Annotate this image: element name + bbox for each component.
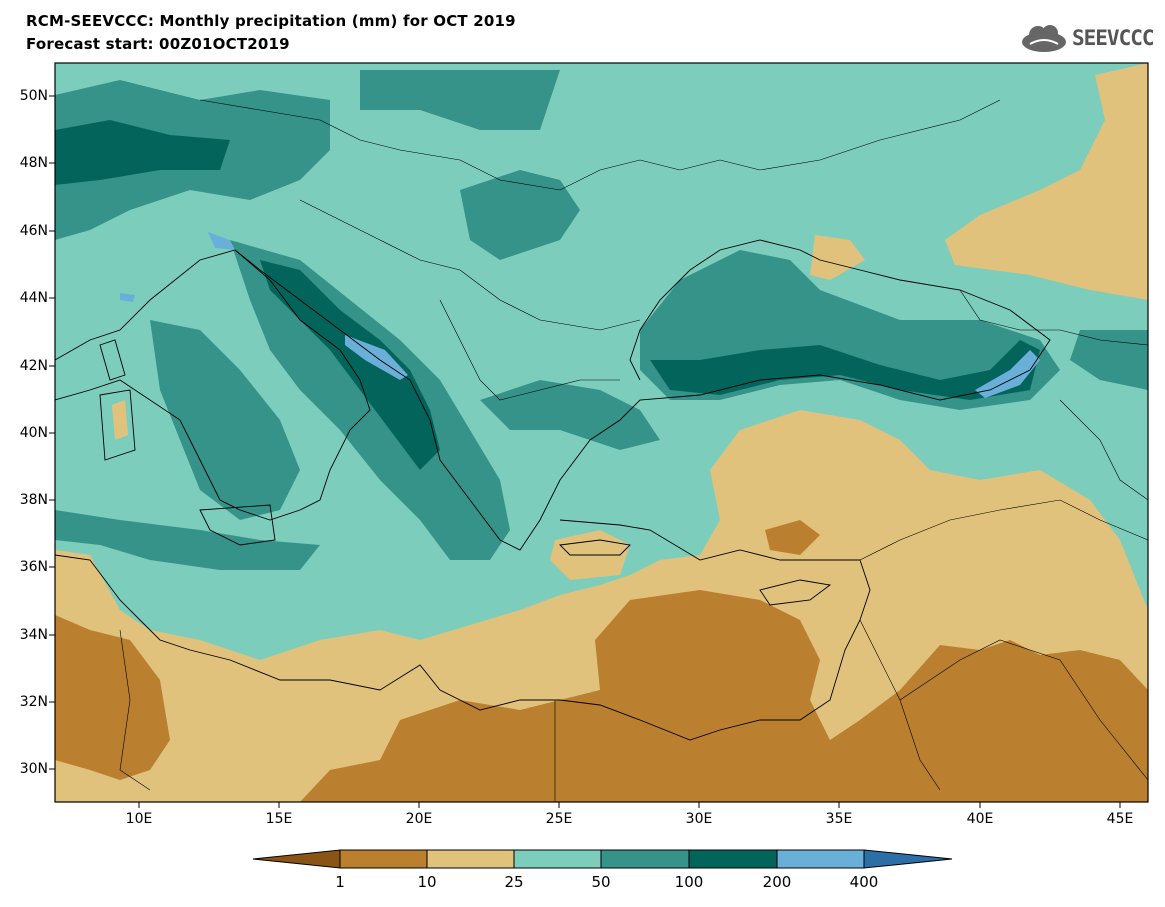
wet-carpathians — [460, 170, 580, 260]
lat-label: 36N — [19, 559, 48, 575]
colorbar-label: 1 — [335, 873, 345, 891]
lat-label: 42N — [19, 358, 48, 374]
lon-label: 45E — [1106, 811, 1134, 827]
lon-label: 40E — [966, 811, 994, 827]
colorbar-label: 25 — [504, 873, 524, 891]
lat-label: 38N — [19, 492, 48, 508]
lon-label: 35E — [825, 811, 853, 827]
colorbar-label: 10 — [417, 873, 437, 891]
very-dry-sahara — [300, 590, 1148, 802]
dry-sardinia — [112, 400, 128, 440]
dry-crimea — [810, 235, 865, 280]
very-wet-black-sea-south — [650, 340, 1040, 400]
lat-label: 30N — [19, 761, 48, 777]
wet-italy — [150, 320, 300, 520]
coastlines — [55, 239, 1051, 741]
extreme-georgia — [975, 350, 1040, 398]
lat-label: 44N — [19, 290, 48, 306]
lon-label: 20E — [405, 811, 433, 827]
lat-label: 48N — [19, 155, 48, 171]
seevccc-logo: SEEVCCC — [1018, 22, 1155, 54]
colorbar-label: 50 — [591, 873, 611, 891]
cloud-logo-icon — [1022, 25, 1066, 52]
lat-label: 40N — [19, 425, 48, 441]
colorbar-label: 100 — [674, 873, 704, 891]
logo-text: SEEVCCC — [1072, 26, 1155, 50]
dry-south — [55, 410, 1148, 802]
wet-poland — [360, 70, 560, 130]
forecast-start-label: Forecast start: 00Z01OCT2019 — [26, 35, 290, 53]
colorbar-label: 200 — [762, 873, 792, 891]
wet-caucasus-east — [1070, 330, 1148, 390]
wet-tyrrhenian — [55, 510, 320, 570]
extreme-istria — [208, 232, 235, 250]
lon-label: 15E — [265, 811, 293, 827]
very-dry-libya-west — [55, 615, 170, 780]
very-wet-alps — [55, 120, 230, 185]
wet-aegean — [480, 380, 660, 450]
colorbar-label: 400 — [849, 873, 879, 891]
lat-label: 46N — [19, 223, 48, 239]
country-borders — [119, 99, 1148, 802]
axis-ticks — [49, 95, 1121, 808]
lon-label: 25E — [545, 811, 573, 827]
extreme-corsica — [120, 293, 135, 302]
map-title: RCM-SEEVCCC: Monthly precipitation (mm) … — [26, 12, 516, 30]
dry-ukraine-russia — [945, 63, 1148, 300]
lat-label: 34N — [19, 627, 48, 643]
lat-label: 50N — [19, 88, 48, 104]
very-dry-turkey — [765, 520, 820, 555]
lon-label: 10E — [125, 811, 153, 827]
lat-label: 32N — [19, 694, 48, 710]
lon-label: 30E — [685, 811, 713, 827]
